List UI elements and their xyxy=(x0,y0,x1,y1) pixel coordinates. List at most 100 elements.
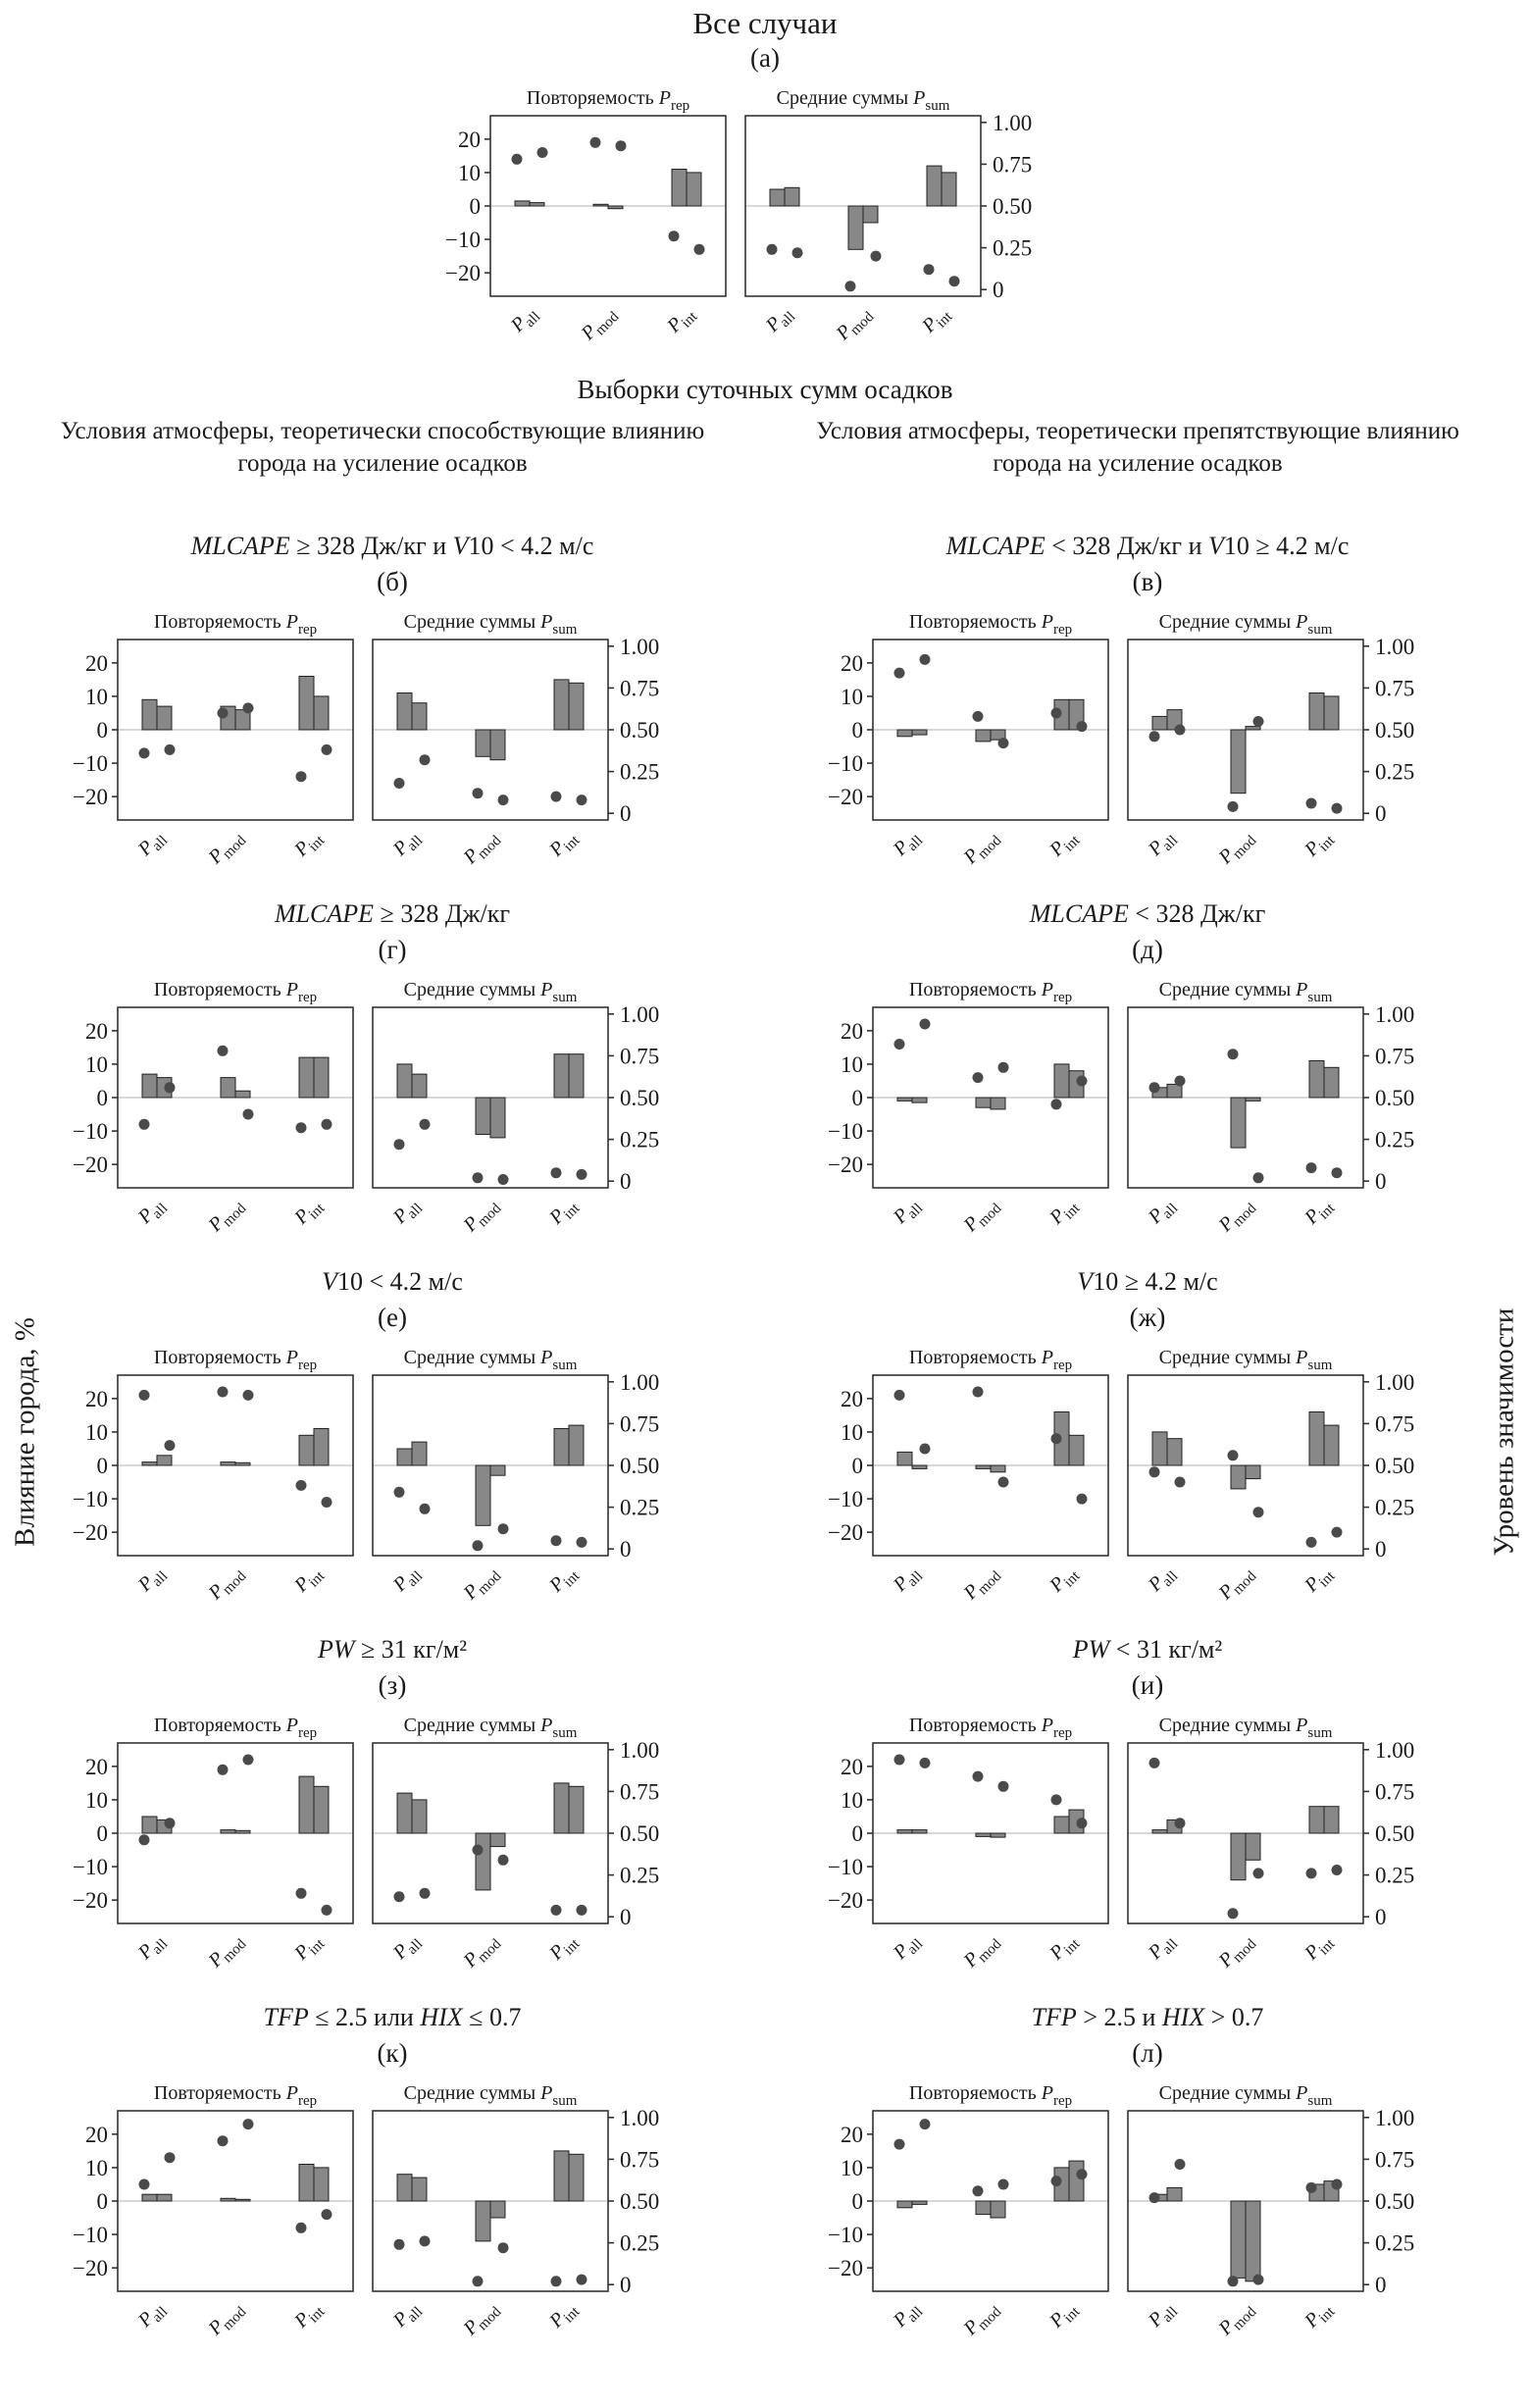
panel-b-chart: Повторяемость Prep Средние суммы Psum Pall… xyxy=(49,602,736,892)
panel-d-chart: Повторяемость Prep Средние суммы Psum Pall… xyxy=(804,970,1491,1259)
svg-text:0.50: 0.50 xyxy=(620,1086,659,1110)
panel-g: MLCAPE ≥ 328 Дж/кг (г) Повторяемость Pre… xyxy=(49,899,736,1259)
panel-g-condition: MLCAPE ≥ 328 Дж/кг xyxy=(274,899,511,928)
panel-z: PW ≥ 31 кг/м² (з) Повторяемость Prep Сред… xyxy=(49,1635,736,1995)
svg-text:1.00: 1.00 xyxy=(1375,1738,1414,1763)
svg-text:0.25: 0.25 xyxy=(620,1128,659,1153)
panel-b-letter: (б) xyxy=(377,567,408,596)
svg-text:Средние суммы Psum: Средние суммы Psum xyxy=(404,979,578,1005)
panel-e: V10 < 4.2 м/с (е) Повторяемость Prep Сред… xyxy=(49,1267,736,1627)
svg-text:0: 0 xyxy=(852,2189,864,2214)
svg-text:1.00: 1.00 xyxy=(1375,635,1414,659)
svg-text:Pmod: Pmod xyxy=(204,1562,250,1608)
svg-text:20: 20 xyxy=(841,2123,863,2147)
svg-text:Средние суммы Psum: Средние суммы Psum xyxy=(777,87,950,114)
svg-text:−10: −10 xyxy=(73,2223,108,2247)
svg-text:Средние суммы Psum: Средние суммы Psum xyxy=(1159,2082,1333,2109)
panel-i-chart: Повторяемость Prep Средние суммы Psum Pall… xyxy=(804,1706,1491,1995)
svg-text:0.50: 0.50 xyxy=(1375,1086,1414,1110)
svg-text:Pmod: Pmod xyxy=(204,2297,250,2343)
svg-text:Повторяемость Prep: Повторяемость Prep xyxy=(909,979,1072,1005)
svg-text:0.75: 0.75 xyxy=(1375,1044,1414,1068)
svg-text:0.50: 0.50 xyxy=(1375,718,1414,743)
svg-text:1.00: 1.00 xyxy=(620,1370,659,1395)
svg-text:0: 0 xyxy=(97,2189,109,2214)
panel-l-chart: Повторяемость Prep Средние суммы Psum Pall… xyxy=(804,2074,1491,2363)
svg-text:Pint: Pint xyxy=(544,2296,584,2335)
svg-text:−10: −10 xyxy=(73,751,108,776)
svg-text:0: 0 xyxy=(852,1821,864,1846)
panel-a-letter: (а) xyxy=(750,43,780,73)
panel-zh-chart: Повторяемость Prep Средние суммы Psum Pall… xyxy=(804,1338,1491,1627)
svg-text:Pall: Pall xyxy=(889,826,926,863)
svg-text:−10: −10 xyxy=(73,1855,108,1879)
svg-text:10: 10 xyxy=(85,685,108,709)
svg-text:0.50: 0.50 xyxy=(1375,2189,1414,2214)
panel-i-condition: PW < 31 кг/м² xyxy=(1072,1635,1223,1664)
svg-text:0: 0 xyxy=(1375,1905,1387,1929)
svg-text:1.00: 1.00 xyxy=(993,111,1032,135)
svg-text:Pall: Pall xyxy=(1144,1562,1181,1599)
svg-text:Повторяемость Prep: Повторяемость Prep xyxy=(154,979,317,1005)
svg-text:Pint: Pint xyxy=(1045,2296,1084,2335)
svg-text:10: 10 xyxy=(841,1052,863,1077)
panel-l-condition: TFP > 2.5 и HIX > 0.7 xyxy=(1031,2003,1264,2031)
svg-text:Средние суммы Psum: Средние суммы Psum xyxy=(404,611,578,638)
panel-k: TFP ≤ 2.5 или HIX ≤ 0.7 (к) Повторяемост… xyxy=(49,2003,736,2363)
svg-text:Pall: Pall xyxy=(133,826,171,863)
svg-text:Pmod: Pmod xyxy=(1214,2297,1260,2343)
svg-text:Pall: Pall xyxy=(133,1562,171,1599)
svg-text:Повторяемость Prep: Повторяемость Prep xyxy=(154,611,317,638)
svg-text:Pmod: Pmod xyxy=(959,826,1005,872)
svg-text:Pall: Pall xyxy=(133,1194,171,1231)
panel-v: MLCAPE < 328 Дж/кг и V10 ≥ 4.2 м/с (в) П… xyxy=(804,532,1491,892)
panel-g-letter: (г) xyxy=(378,935,407,964)
svg-text:−20: −20 xyxy=(73,1888,108,1913)
panel-zh: V10 ≥ 4.2 м/с (ж) Повторяемость Prep Сред… xyxy=(804,1267,1491,1627)
svg-text:Средние суммы Psum: Средние суммы Psum xyxy=(404,1347,578,1373)
svg-text:Pint: Pint xyxy=(289,2296,329,2335)
y-axis-label-right: Уровень значимости xyxy=(1488,1307,1520,1557)
svg-text:Повторяемость Prep: Повторяемость Prep xyxy=(909,2082,1072,2109)
panel-z-letter: (з) xyxy=(378,1670,407,1700)
svg-text:1.00: 1.00 xyxy=(620,1002,659,1027)
panel-k-letter: (к) xyxy=(377,2038,408,2068)
svg-text:1.00: 1.00 xyxy=(1375,1002,1414,1027)
svg-text:Pall: Pall xyxy=(889,2297,926,2334)
svg-text:10: 10 xyxy=(841,2156,863,2180)
svg-text:−10: −10 xyxy=(828,1487,863,1511)
panel-z-condition: PW ≥ 31 кг/м² xyxy=(317,1635,468,1664)
svg-text:−20: −20 xyxy=(828,2256,863,2280)
svg-text:0.50: 0.50 xyxy=(1375,1821,1414,1846)
svg-text:0: 0 xyxy=(620,1169,632,1194)
svg-text:−20: −20 xyxy=(73,785,108,809)
svg-text:0: 0 xyxy=(852,1086,864,1110)
figure-subtitle: Выборки суточных сумм осадков xyxy=(577,375,953,404)
panel-e-condition: V10 < 4.2 м/с xyxy=(322,1267,463,1296)
svg-text:0.50: 0.50 xyxy=(620,718,659,743)
figure-title: Все случаи xyxy=(692,6,838,40)
svg-text:0: 0 xyxy=(97,1454,109,1478)
svg-text:20: 20 xyxy=(841,1755,863,1779)
svg-text:Pall: Pall xyxy=(388,1562,426,1599)
svg-text:0: 0 xyxy=(620,1905,632,1929)
svg-text:Pall: Pall xyxy=(133,1929,171,1967)
svg-text:Pall: Pall xyxy=(388,1194,426,1231)
svg-text:−20: −20 xyxy=(73,2256,108,2280)
svg-text:0: 0 xyxy=(470,194,482,219)
svg-text:Pall: Pall xyxy=(889,1562,926,1599)
svg-text:0: 0 xyxy=(97,1086,109,1110)
svg-text:Pmod: Pmod xyxy=(1214,1929,1260,1975)
svg-text:Повторяемость Prep: Повторяемость Prep xyxy=(154,1347,317,1373)
svg-text:1.00: 1.00 xyxy=(620,2106,659,2130)
svg-text:Pint: Pint xyxy=(1300,825,1339,864)
panel-b: MLCAPE ≥ 328 Дж/кг и V10 < 4.2 м/с (б) П… xyxy=(49,532,736,892)
svg-text:−20: −20 xyxy=(828,785,863,809)
svg-text:0.25: 0.25 xyxy=(1375,1864,1414,1888)
panel-v-chart: Повторяемость Prep Средние суммы Psum Pall… xyxy=(804,602,1491,892)
svg-text:10: 10 xyxy=(841,685,863,709)
svg-text:0.75: 0.75 xyxy=(1375,1411,1414,1436)
svg-text:Pmod: Pmod xyxy=(459,2297,505,2343)
svg-text:0.75: 0.75 xyxy=(993,152,1032,177)
svg-text:Pmod: Pmod xyxy=(959,1929,1005,1975)
